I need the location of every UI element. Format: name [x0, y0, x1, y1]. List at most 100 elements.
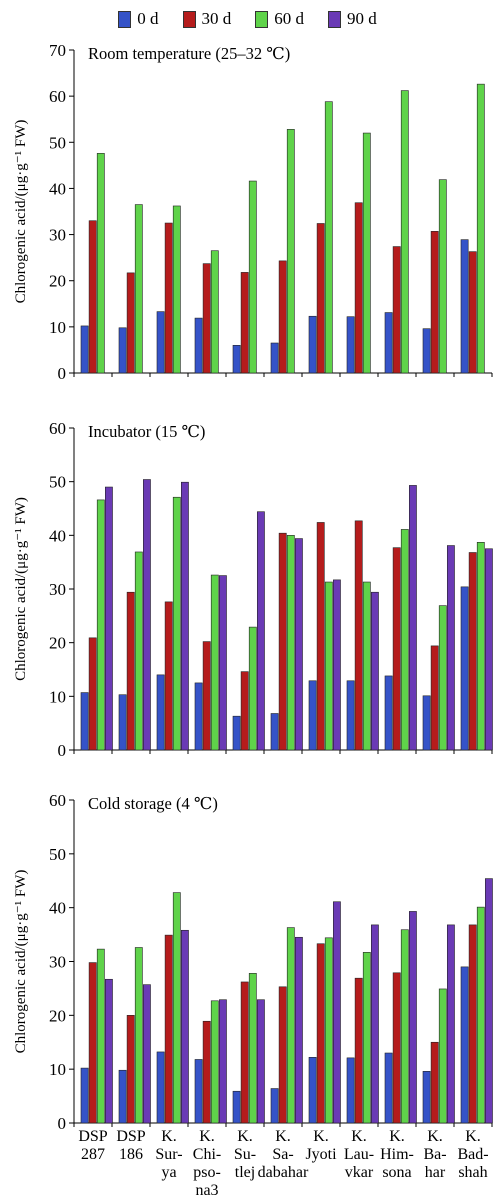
- legend-item-0d: 0 d: [118, 9, 159, 29]
- x-tick-label: K.: [199, 1128, 215, 1145]
- y-tick-label: 50: [49, 473, 66, 492]
- bar-60d-2: [172, 205, 181, 374]
- y-tick-label: 10: [49, 687, 66, 706]
- bar-60d-8: [400, 529, 409, 751]
- bar-90d-8: [408, 911, 417, 1124]
- legend-label-90d: 90 d: [347, 9, 377, 28]
- x-tick-label: pso-: [193, 1164, 221, 1181]
- bar-0d-5: [270, 1088, 279, 1124]
- bar-30d-2: [164, 601, 173, 751]
- bar-0d-9: [422, 328, 431, 374]
- bar-60d-1: [134, 551, 143, 751]
- bar-60d-6: [324, 937, 333, 1124]
- bar-0d-4: [232, 1090, 241, 1124]
- bar-0d-2: [156, 311, 165, 374]
- y-tick-label: 10: [49, 318, 66, 337]
- bar-0d-5: [270, 342, 279, 374]
- x-tick-label: Lau-: [344, 1146, 374, 1163]
- bar-30d-3: [202, 641, 211, 751]
- y-tick-label: 30: [49, 580, 66, 599]
- bar-30d-7: [354, 202, 363, 374]
- bar-0d-2: [156, 1051, 165, 1124]
- bar-0d-10: [460, 966, 469, 1124]
- bar-90d-4: [256, 999, 265, 1124]
- y-tick-label: 30: [49, 226, 66, 245]
- bar-30d-5: [278, 986, 287, 1124]
- bar-30d-9: [430, 645, 439, 751]
- legend-label-30d: 30 d: [201, 9, 232, 28]
- bar-60d-4: [248, 180, 257, 374]
- x-tick-label: K.: [389, 1128, 405, 1145]
- bar-60d-5: [286, 129, 295, 374]
- y-tick-label: 10: [49, 1060, 66, 1079]
- bar-30d-0: [88, 962, 97, 1124]
- x-tick-label: sona: [382, 1164, 411, 1181]
- bar-0d-10: [460, 586, 469, 751]
- bar-60d-10: [476, 83, 485, 374]
- bar-0d-3: [194, 317, 203, 374]
- bar-90d-9: [446, 545, 455, 751]
- x-tick-label: 287: [81, 1146, 105, 1163]
- bar-0d-5: [270, 713, 279, 751]
- x-tick-label: DSP: [116, 1128, 145, 1145]
- bar-60d-9: [438, 605, 447, 751]
- bar-60d-4: [248, 973, 257, 1124]
- bar-60d-5: [286, 927, 295, 1124]
- bar-0d-0: [80, 692, 89, 751]
- y-axis-label: Chlorogenic acid/(μg·g⁻¹ FW): [13, 497, 29, 681]
- bar-60d-1: [134, 947, 143, 1124]
- bar-0d-2: [156, 674, 165, 751]
- bar-60d-6: [324, 101, 333, 374]
- y-tick-label: 0: [58, 1114, 67, 1133]
- bar-30d-0: [88, 637, 97, 751]
- bar-60d-3: [210, 574, 219, 751]
- bar-30d-3: [202, 263, 211, 374]
- bar-30d-9: [430, 231, 439, 374]
- bar-0d-3: [194, 682, 203, 751]
- legend-item-30d: 30 d: [182, 9, 232, 29]
- bar-30d-7: [354, 977, 363, 1124]
- bar-60d-8: [400, 90, 409, 374]
- bar-60d-7: [362, 581, 371, 751]
- bar-0d-9: [422, 1071, 431, 1124]
- bar-60d-3: [210, 250, 219, 374]
- bar-90d-10: [484, 548, 493, 751]
- x-tick-label: Bad-: [457, 1146, 488, 1163]
- bar-0d-4: [232, 715, 241, 751]
- bar-30d-6: [316, 223, 325, 374]
- bar-60d-9: [438, 179, 447, 374]
- bar-0d-6: [308, 1057, 317, 1124]
- bar-60d-6: [324, 581, 333, 751]
- bar-30d-1: [126, 272, 135, 374]
- bar-90d-0: [105, 978, 113, 1124]
- bar-30d-4: [240, 272, 249, 374]
- x-tick-label: Sur-: [155, 1146, 182, 1163]
- bar-30d-1: [126, 591, 135, 751]
- y-tick-label: 70: [49, 41, 66, 60]
- bar-60d-0: [96, 153, 105, 374]
- x-tick-label: K.: [351, 1128, 367, 1145]
- legend-item-90d: 90 d: [328, 9, 377, 29]
- bar-0d-8: [384, 675, 393, 751]
- bar-30d-4: [240, 671, 249, 751]
- bar-60d-7: [362, 952, 371, 1124]
- bar-0d-8: [384, 1052, 393, 1124]
- bar-90d-7: [370, 591, 379, 751]
- bar-30d-1: [126, 1015, 135, 1124]
- bar-0d-7: [346, 316, 355, 374]
- x-tick-label: 186: [119, 1146, 143, 1163]
- x-tick-label: Him-: [380, 1146, 414, 1163]
- bar-30d-10: [468, 251, 477, 374]
- bar-30d-8: [392, 547, 401, 751]
- legend-swatch-30d: [182, 10, 196, 28]
- bar-90d-4: [256, 511, 265, 751]
- bar-60d-10: [476, 906, 485, 1124]
- x-tick-label: K.: [275, 1128, 291, 1145]
- bar-30d-9: [430, 1041, 439, 1124]
- legend-swatch-60d: [255, 10, 269, 28]
- y-tick-label: 60: [49, 87, 66, 106]
- y-tick-label: 40: [49, 179, 66, 198]
- y-tick-label: 20: [49, 1006, 66, 1025]
- x-tick-label: Jyoti: [305, 1146, 337, 1163]
